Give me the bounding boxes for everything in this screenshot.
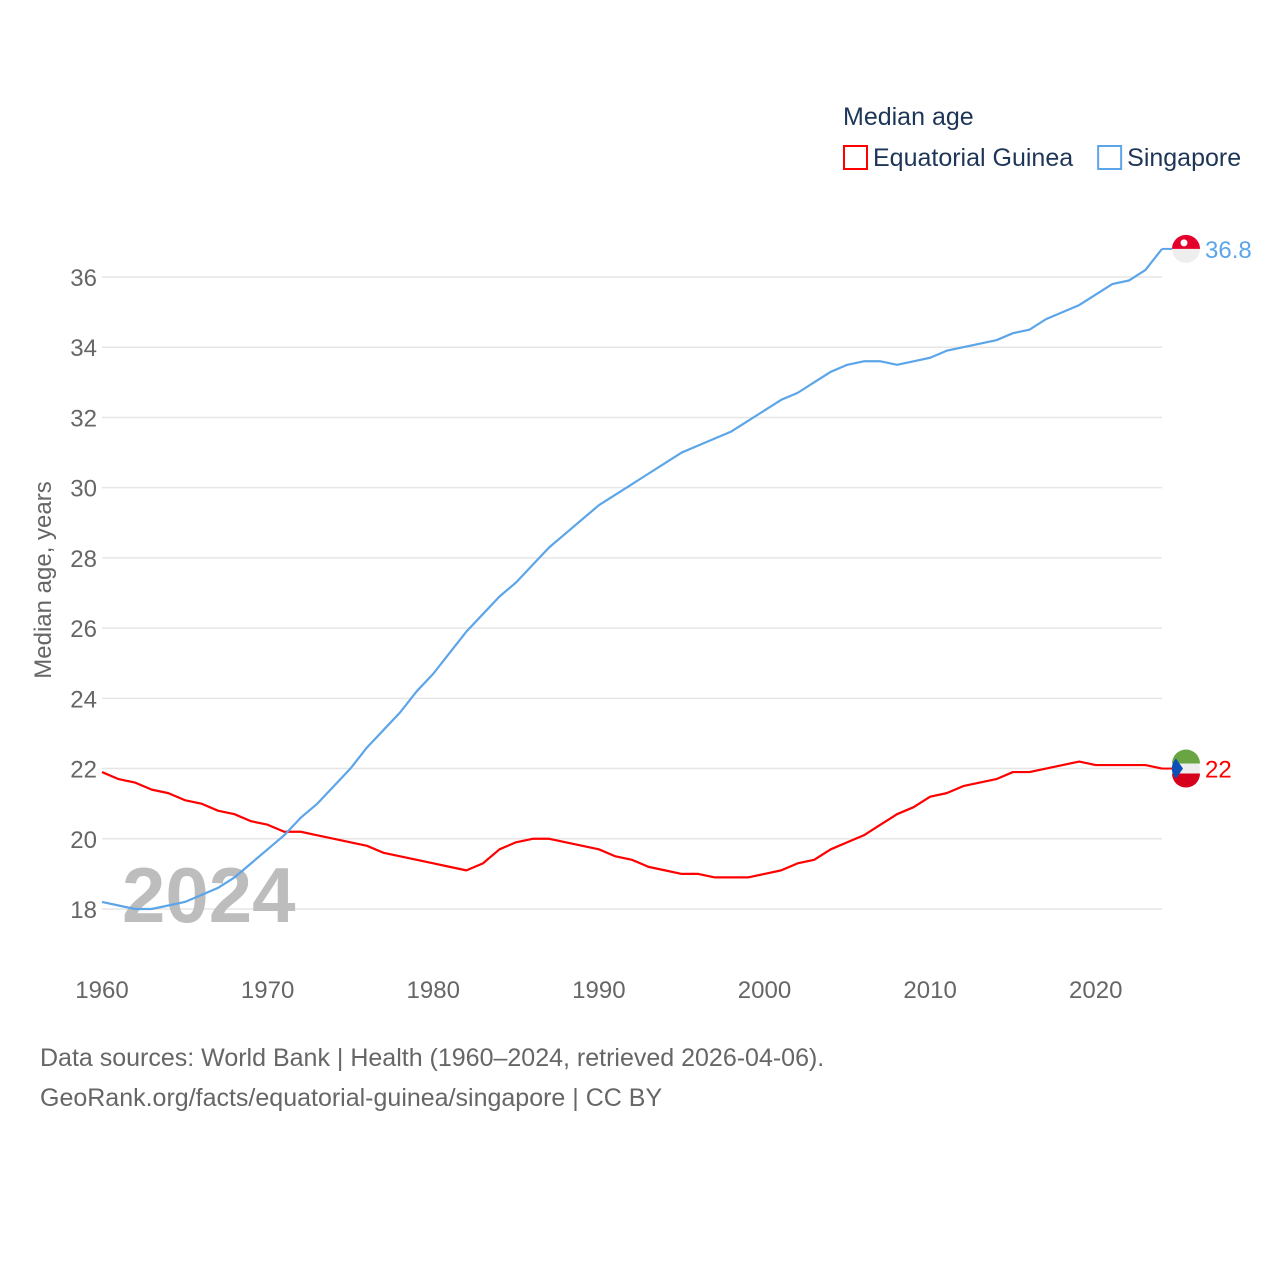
flag-stripe-green bbox=[1172, 749, 1200, 764]
data-source-text: Data sources: World Bank | Health (1960–… bbox=[40, 1044, 825, 1072]
x-tick-label: 2020 bbox=[1069, 977, 1122, 1004]
legend-item[interactable]: Singapore bbox=[1127, 144, 1241, 172]
year-watermark: 2024 bbox=[122, 851, 296, 939]
y-tick-label: 28 bbox=[70, 546, 97, 573]
x-tick-label: 2000 bbox=[738, 977, 791, 1004]
series-line-equatorial-guinea bbox=[101, 760, 1163, 879]
flag-crescent bbox=[1180, 239, 1188, 247]
x-tick-label: 1970 bbox=[241, 977, 294, 1004]
x-tick-label: 1990 bbox=[572, 977, 625, 1004]
y-tick-label: 30 bbox=[70, 476, 97, 503]
y-tick-label: 36 bbox=[70, 265, 97, 292]
y-tick-label: 20 bbox=[70, 827, 97, 854]
y-axis-label: Median age, years bbox=[30, 481, 57, 678]
y-tick-label: 22 bbox=[70, 757, 97, 784]
y-tick-label: 34 bbox=[70, 335, 97, 362]
attribution-link[interactable]: GeoRank.org/facts/equatorial-guinea/sing… bbox=[40, 1084, 663, 1112]
end-value-label: 22 bbox=[1205, 757, 1232, 784]
legend-item[interactable]: Equatorial Guinea bbox=[873, 144, 1073, 172]
end-value-label: 36.8 bbox=[1205, 237, 1252, 264]
flag-triangle bbox=[1171, 758, 1183, 779]
x-tick-label: 1960 bbox=[75, 977, 128, 1004]
y-tick-label: 32 bbox=[70, 405, 97, 432]
y-tick-label: 24 bbox=[70, 686, 97, 713]
flag-stripe-red bbox=[1172, 773, 1200, 788]
legend-title: Median age bbox=[843, 103, 974, 131]
y-tick-label: 26 bbox=[70, 616, 97, 643]
legend-swatch bbox=[1097, 145, 1123, 170]
x-tick-label: 1980 bbox=[407, 977, 460, 1004]
y-tick-label: 18 bbox=[70, 897, 97, 924]
legend-swatch bbox=[843, 145, 868, 170]
series-line-singapore bbox=[101, 248, 1163, 911]
x-tick-label: 2010 bbox=[903, 977, 956, 1004]
